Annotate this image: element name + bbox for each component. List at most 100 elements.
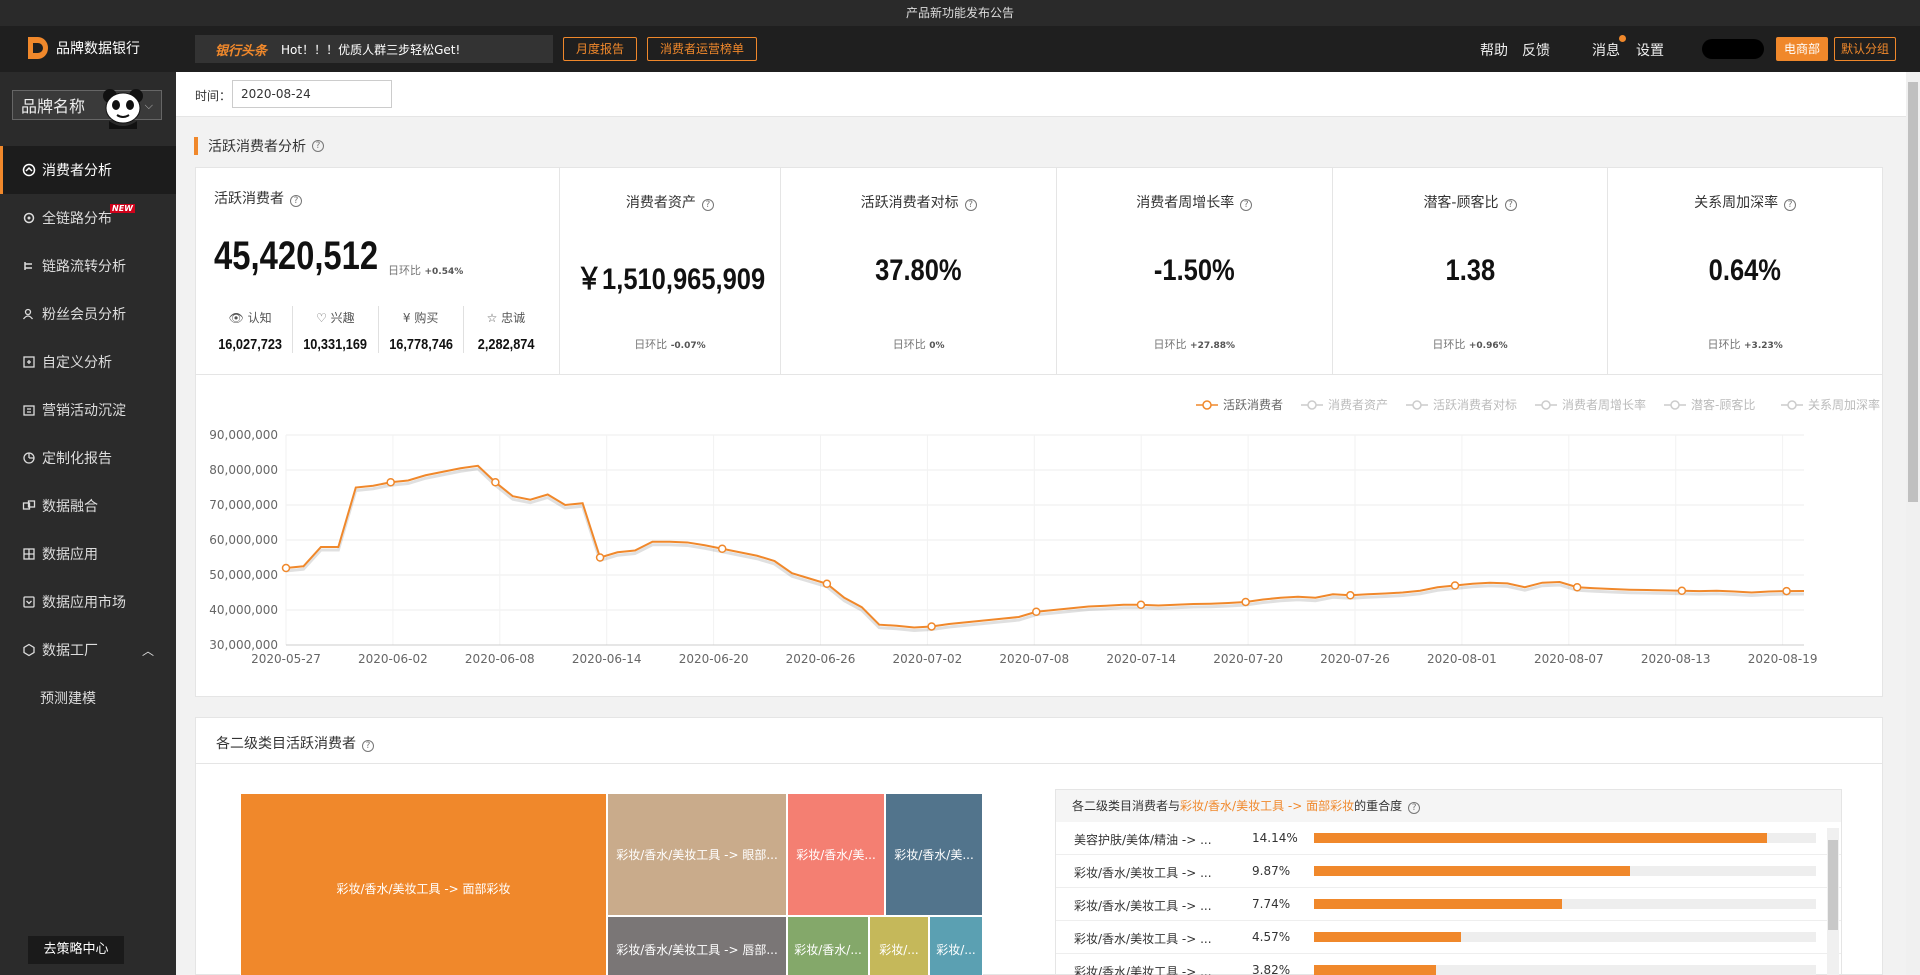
settings-link[interactable]: 设置 — [1636, 43, 1664, 59]
stage-interest: ♡ 兴趣 10,331,169 — [293, 306, 379, 353]
headline-text: Hot！！！优质人群三步轻松Get! — [281, 42, 461, 57]
page-scrollbar[interactable] — [1906, 72, 1920, 975]
eye-icon: 👁 — [228, 311, 244, 325]
sidebar-item-data-application[interactable]: 数据应用 — [0, 530, 176, 578]
section-header: 活跃消费者分析 ? — [176, 134, 324, 158]
user-avatar[interactable] — [1702, 39, 1764, 59]
data-point — [1782, 586, 1791, 596]
data-point — [822, 579, 832, 588]
dept-button[interactable]: 电商部 — [1776, 37, 1829, 61]
overlap-row[interactable]: 彩妆/香水/美妆工具 -> ... 4.57% — [1056, 921, 1841, 954]
app-name: 品牌数据银行 — [56, 41, 140, 57]
kpi-relationship-deepening: 关系周加深率? 0.64% 日环比 +3.23% — [1608, 168, 1882, 374]
data-point — [1346, 591, 1355, 600]
sidebar-item-label: 链路流转分析 — [42, 259, 126, 275]
monthly-report-button[interactable]: 月度报告 — [563, 37, 638, 61]
sidebar-item-data-market[interactable]: 数据应用市场 — [0, 578, 176, 626]
help-link[interactable]: 帮助 — [1480, 43, 1508, 59]
overlap-bar-fill — [1314, 866, 1631, 876]
headline-banner[interactable]: 银行头条 Hot！！！优质人群三步轻松Get! — [195, 35, 553, 63]
data-point — [1032, 607, 1041, 616]
brand-select[interactable]: 品牌名称 ⌵ — [12, 89, 162, 129]
date-input[interactable] — [232, 80, 392, 108]
overlap-row[interactable]: 彩妆/香水/美妆工具 -> ... 7.74% — [1056, 888, 1841, 921]
sidebar-item-data-fusion[interactable]: 数据融合 — [0, 482, 176, 530]
data-point — [491, 478, 500, 487]
treemap-cell[interactable]: 彩妆/... — [929, 916, 983, 975]
sidebar-item-full-link[interactable]: 全链路分布 NEW — [0, 194, 176, 242]
legend-marker — [1412, 400, 1422, 410]
sidebar-item-fans-members[interactable]: 粉丝会员分析 — [0, 290, 176, 338]
help-icon[interactable]: ? — [964, 199, 977, 211]
funnel-stages: 👁 认知 16,027,723 ♡ 兴趣 10,331,169 ¥ 购买 16,… — [208, 306, 548, 353]
help-icon[interactable]: ? — [701, 199, 714, 211]
scrollbar-thumb[interactable] — [1908, 82, 1918, 502]
x-tick-label: 2020-07-26 — [1320, 652, 1390, 666]
treemap-cell[interactable]: 彩妆/... — [869, 916, 929, 975]
announcement-bar[interactable]: 产品新功能发布公告 — [0, 0, 1920, 26]
help-icon[interactable]: ? — [1504, 199, 1517, 211]
legend-label: 活跃消费者 — [1223, 398, 1283, 412]
treemap-cell[interactable]: 彩妆/香水/... — [787, 916, 869, 975]
line-chart[interactable]: 30,000,000 40,000,000 50,000,000 60,000,000… — [196, 375, 1884, 697]
help-icon[interactable]: ? — [312, 140, 324, 152]
help-icon[interactable]: ? — [1784, 199, 1797, 211]
x-tick-label: 2020-07-08 — [999, 652, 1069, 666]
treemap-cell[interactable]: 彩妆/香水/美妆工具 -> 唇部... — [607, 916, 787, 975]
help-icon[interactable]: ? — [290, 195, 302, 207]
category-section: 各二级类目活跃消费者? 彩妆/香水/美妆工具 -> 面部彩妆 彩妆/香水/美妆工… — [195, 717, 1883, 975]
group-button[interactable]: 默认分组 — [1834, 37, 1897, 61]
data-point — [717, 544, 727, 553]
data-factory-icon — [23, 643, 35, 657]
overlap-row[interactable]: 美容护肤/美体/精油 -> ... 14.14% — [1056, 822, 1841, 855]
overlap-bar — [1314, 833, 1816, 843]
sidebar-item-label: 数据应用市场 — [42, 595, 126, 611]
consumer-ranking-button[interactable]: 消费者运营榜单 — [647, 37, 758, 61]
treemap-cell[interactable]: 彩妆/香水/美... — [885, 793, 983, 916]
treemap-cell[interactable]: 彩妆/香水/美妆工具 -> 眼部... — [607, 793, 787, 916]
sidebar-item-data-factory[interactable]: 数据工厂 ︿ — [0, 626, 176, 674]
overlap-row[interactable]: 彩妆/香水/美妆工具 -> ... 9.87% — [1056, 855, 1841, 888]
sidebar-item-custom-report[interactable]: 定制化报告 — [0, 434, 176, 482]
legend-label: 消费者资产 — [1328, 398, 1388, 412]
headline-tag: 银行头条 — [215, 43, 268, 59]
stage-awareness: 👁 认知 16,027,723 — [208, 306, 294, 353]
scrollbar-thumb[interactable] — [1828, 840, 1838, 930]
messages-link[interactable]: 消息 — [1592, 43, 1620, 59]
kpi-active-consumers: 活跃消费者? 45,420,512 日环比 +0.54% 👁 认知 16,027… — [196, 168, 560, 374]
legend-marker — [1202, 400, 1212, 410]
consumer-analysis-icon — [22, 163, 36, 177]
treemap-cell[interactable]: 彩妆/香水/美... — [787, 793, 885, 916]
overlap-bar-fill — [1314, 965, 1437, 975]
overlap-title: 各二级类目消费者与彩妆/香水/美妆工具 -> 面部彩妆的重合度? — [1056, 790, 1841, 822]
section-header: 各二级类目活跃消费者? — [196, 718, 1882, 764]
kpi-title: 活跃消费者? — [214, 188, 302, 208]
sidebar-item-label: 定制化报告 — [42, 451, 112, 467]
legend-label: 潜客-顾客比 — [1691, 397, 1755, 412]
kpi-prospect-ratio: 潜客-顾客比? 1.38 日环比 +0.96% — [1333, 168, 1609, 374]
filter-bar: 时间： — [176, 72, 1906, 117]
overlap-row[interactable]: 彩妆/香水/美妆工具 -> ... 3.82% — [1056, 954, 1841, 975]
help-icon[interactable]: ? — [362, 740, 374, 752]
overlap-scrollbar[interactable] — [1827, 828, 1839, 975]
chevron-down-icon: ⌵ — [144, 99, 153, 112]
chevron-up-icon: ︿ — [141, 643, 154, 658]
y-tick-label: 80,000,000 — [209, 463, 278, 477]
legend-label: 活跃消费者对标 — [1433, 398, 1517, 412]
section-title: 各二级类目活跃消费者? — [216, 733, 374, 753]
treemap-cell[interactable]: 彩妆/香水/美妆工具 -> 面部彩妆 — [240, 793, 607, 975]
line-chart-panel: 30,000,000 40,000,000 50,000,000 60,000,000… — [195, 375, 1883, 697]
sidebar-item-custom-analysis[interactable]: 自定义分析 — [0, 338, 176, 386]
overlap-bar-fill — [1314, 932, 1461, 942]
series-shadow — [285, 467, 1805, 633]
sidebar-item-consumer-analysis[interactable]: 消费者分析 — [0, 146, 176, 194]
sidebar-item-marketing[interactable]: 营销活动沉淀 — [0, 386, 176, 434]
sidebar-subitem-predictive-modeling[interactable]: 预测建模 — [40, 691, 96, 707]
feedback-link[interactable]: 反馈 — [1522, 43, 1550, 59]
strategy-center-button[interactable]: 去策略中心 — [28, 936, 124, 964]
yen-icon: ¥ — [402, 311, 411, 325]
app-logo[interactable]: 品牌数据银行 — [26, 35, 140, 61]
help-icon[interactable]: ? — [1408, 802, 1421, 814]
sidebar-item-link-flow[interactable]: 链路流转分析 — [0, 242, 176, 290]
help-icon[interactable]: ? — [1240, 199, 1253, 211]
